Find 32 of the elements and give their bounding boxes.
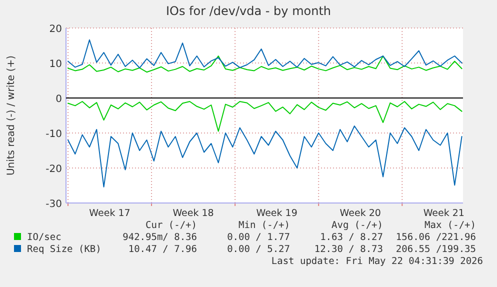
text: 156.06 /221.96 [396, 232, 476, 243]
chart-title: IOs for /dev/vda - by month [166, 4, 332, 18]
x-tick-label: Week 20 [340, 208, 381, 219]
x-tick-label: Week 21 [423, 208, 464, 219]
text: Cur (-/+) [146, 220, 197, 231]
text: Max (-/+) [424, 220, 476, 231]
y-tick-label: -20 [46, 164, 62, 175]
text: 0.00 / 1.77 [227, 232, 290, 243]
text: 12.30 / 8.73 [314, 244, 383, 255]
line-series [67, 56, 462, 73]
text: Last update: Fri May 22 04:31:39 2026 [271, 256, 484, 267]
line-series [67, 101, 462, 132]
text: 0.00 / 5.27 [227, 244, 290, 255]
text: Avg (-/+) [332, 220, 383, 231]
text: 206.55 /199.35 [396, 244, 476, 255]
text: 1.63 / 8.27 [320, 232, 383, 243]
y-tick-label: 0 [56, 94, 62, 105]
text: 10.47 / 7.96 [128, 244, 198, 255]
line-series [67, 39, 462, 68]
text: Min (-/+) [238, 220, 290, 231]
y-axis-title: Units read (-) / write (+) [6, 55, 17, 176]
legend-label: Req Size (KB) [27, 244, 102, 255]
legend-label: IO/sec [27, 232, 62, 243]
y-tick-label: 20 [49, 24, 62, 35]
line-series [67, 126, 462, 188]
y-tick-label: -10 [46, 129, 62, 140]
x-tick-label: Week 19 [256, 208, 298, 219]
y-tick-label: 10 [49, 59, 62, 70]
x-tick-label: Week 17 [89, 208, 130, 219]
text: 942.95m/ 8.36 [122, 232, 198, 243]
y-tick-label: -30 [46, 199, 62, 210]
x-tick-label: Week 18 [172, 208, 214, 219]
